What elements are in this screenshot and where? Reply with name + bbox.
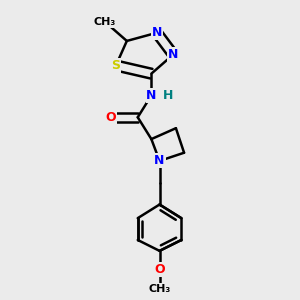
Text: N: N	[146, 89, 157, 102]
Text: N: N	[168, 48, 178, 61]
Text: N: N	[154, 154, 165, 167]
Text: O: O	[105, 111, 116, 124]
Text: CH₃: CH₃	[148, 284, 171, 294]
Text: S: S	[111, 59, 120, 72]
Text: N: N	[152, 26, 162, 39]
Text: H: H	[163, 89, 173, 102]
Text: O: O	[154, 263, 165, 277]
Text: CH₃: CH₃	[94, 17, 116, 27]
